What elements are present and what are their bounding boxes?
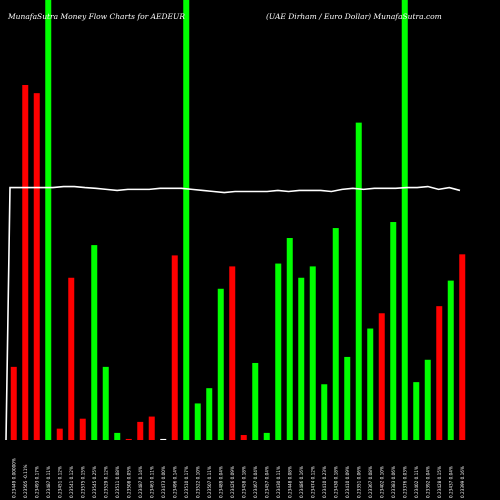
x-tick-label-0: 0.23449 0.00000% [11, 458, 16, 498]
x-tick-label-27: 0.23410 0.23% [322, 466, 327, 498]
x-tick-label-12: 0.23463 0.11% [149, 466, 154, 498]
x-tick-label-38: 0.23437 0.04% [448, 466, 453, 498]
x-tick-label-6: 0.23575 0.15% [80, 466, 85, 498]
x-tick-label-28: 0.23430 0.18% [333, 466, 338, 498]
bar-29 [344, 356, 351, 440]
x-tick-label-19: 0.23426 0.09% [230, 466, 235, 498]
bar-1 [22, 85, 29, 440]
x-tick-label-8: 0.23529 0.12% [103, 466, 108, 498]
x-tick-label-18: 0.23489 0.04% [218, 466, 223, 498]
x-tick-label-30: 0.23351 0.06% [356, 466, 361, 498]
bar-3 [45, 0, 52, 440]
bar-22 [263, 432, 270, 440]
bar-28 [332, 228, 339, 440]
bar-8 [102, 366, 109, 440]
x-tick-label-37: 0.23428 0.15% [437, 466, 442, 498]
bar-38 [447, 280, 454, 440]
bar-15 [183, 0, 190, 440]
bar-39 [459, 254, 466, 440]
x-tick-label-9: 0.23511 0.08% [115, 466, 120, 498]
bar-20 [240, 435, 247, 440]
bar-30 [355, 122, 362, 440]
x-tick-labels: 0.23449 0.00000% 0.23505 -0.11% 0.23493 0.… [11, 458, 465, 498]
x-tick-label-22: 0.23457 0.04% [264, 466, 269, 498]
bar-32 [378, 313, 385, 440]
x-tick-label-20: 0.23458 0.18% [241, 466, 246, 498]
x-tick-label-21: 0.23467 0.04% [253, 466, 258, 498]
bar-21 [252, 362, 259, 440]
bar-7 [91, 245, 98, 440]
x-tick-label-32: 0.23402 0.10% [379, 466, 384, 498]
bar-12 [148, 416, 155, 440]
x-tick-label-26: 0.23474 0.12% [310, 466, 315, 498]
x-tick-label-15: 0.23510 0.17% [184, 466, 189, 498]
x-tick-label-3: 0.23487 0.11% [46, 466, 51, 498]
x-tick-label-39: 0.23399 0.16% [460, 466, 465, 498]
bar-35 [413, 382, 420, 440]
bar-33 [390, 222, 397, 440]
bar-36 [424, 359, 431, 440]
bar-6 [79, 418, 86, 440]
bar-4 [56, 428, 63, 440]
chart-title-right: (UAE Dirham / Euro Dollar) MunafaSutra.c… [266, 12, 442, 21]
bar-34 [401, 0, 408, 440]
bar-2 [33, 93, 40, 441]
x-tick-label-10: 0.23508 0.05% [126, 466, 131, 498]
x-tick-label-2: 0.23493 0.17% [34, 466, 39, 498]
bar-17 [206, 388, 213, 440]
x-tick-label-13: 0.23473 0.00% [161, 466, 166, 498]
x-tick-label-17: 0.23507 0.11% [207, 466, 212, 498]
bar-11 [137, 421, 144, 440]
x-tick-label-11: 0.23487 0.14% [138, 466, 143, 498]
x-tick-label-16: 0.23522 0.10% [195, 466, 200, 498]
bar-14 [171, 255, 178, 440]
bar-10 [125, 438, 132, 440]
bar-27 [321, 384, 328, 440]
bar-16 [194, 403, 201, 440]
bar-0 [10, 366, 17, 440]
x-tick-label-24: 0.23448 0.08% [287, 466, 292, 498]
bar-31 [367, 328, 374, 440]
bar-9 [114, 432, 121, 440]
bar-37 [436, 306, 443, 440]
x-tick-label-36: 0.23392 0.04% [425, 466, 430, 498]
bar-26 [309, 266, 316, 440]
bar-5 [68, 277, 75, 440]
x-tick-label-4: 0.23451 0.12% [57, 466, 62, 498]
x-tick-label-34: 0.23376 0.03% [402, 466, 407, 498]
x-tick-label-31: 0.23367 0.08% [368, 466, 373, 498]
x-tick-label-1: 0.23505 -0.11% [23, 465, 28, 498]
bars-layer [10, 0, 466, 441]
bar-24 [286, 238, 293, 440]
bar-23 [275, 263, 282, 440]
bar-18 [217, 288, 224, 440]
bar-13 [160, 438, 167, 440]
x-tick-label-23: 0.23430 0.11% [276, 466, 281, 498]
x-tick-label-35: 0.23402 0.11% [414, 466, 419, 498]
x-tick-label-29: 0.23410 0.09% [345, 466, 350, 498]
chart-title-left: MunafaSutra Money Flow Charts for AEDEUR [8, 12, 185, 21]
bar-25 [298, 277, 305, 440]
x-tick-label-5: 0.23541 0.12% [69, 466, 74, 498]
price-line [5, 185, 461, 441]
x-tick-label-7: 0.23545 0.25% [92, 466, 97, 498]
line-layer [5, 185, 461, 441]
x-tick-label-14: 0.23496 0.14% [172, 466, 177, 498]
x-tick-label-33: 0.23383 0.06% [391, 466, 396, 498]
bar-19 [229, 266, 236, 440]
x-tick-label-25: 0.23486 0.16% [299, 466, 304, 498]
